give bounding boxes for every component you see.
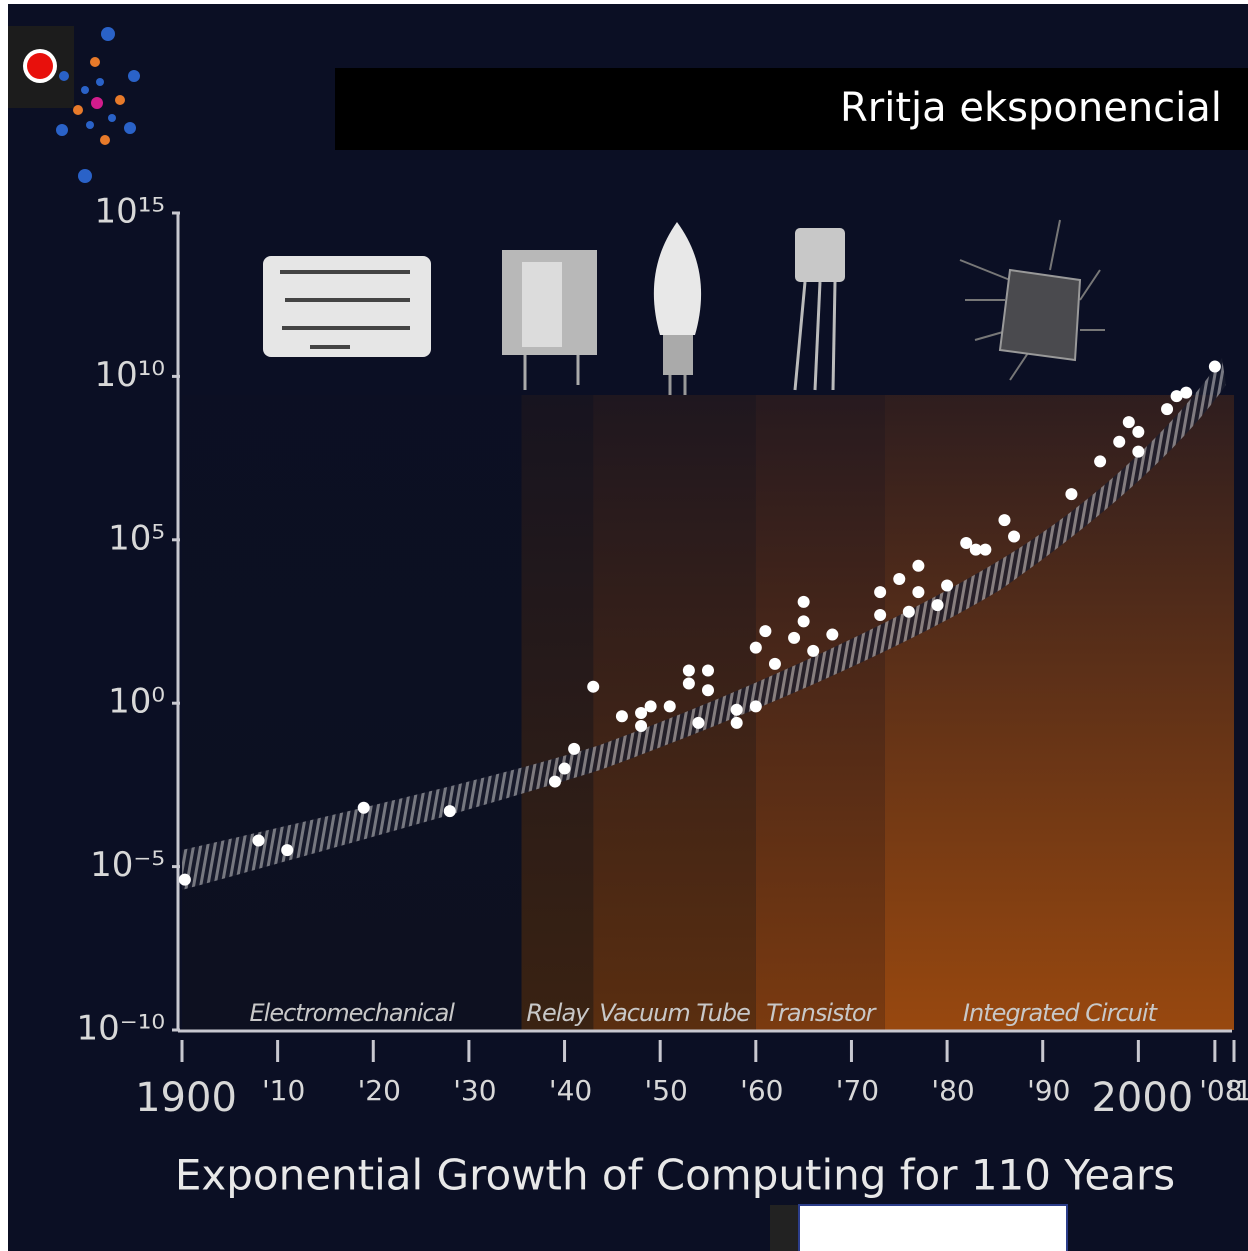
era-band: [182, 395, 522, 1030]
data-point: [1132, 425, 1145, 438]
data-point: [1132, 445, 1145, 458]
y-tick-label: 10¹⁰: [94, 355, 165, 395]
punch-card-icon: [263, 256, 431, 357]
y-tick-label: 10⁵: [108, 518, 165, 558]
data-point: [682, 664, 695, 677]
trend-band: [182, 358, 1226, 890]
data-point: [960, 536, 973, 549]
data-point: [1122, 416, 1135, 429]
data-point: [797, 595, 810, 608]
x-tick-label: '80: [931, 1074, 974, 1107]
x-tick-label: '40: [549, 1074, 592, 1107]
data-point: [1208, 360, 1221, 373]
data-point: [749, 641, 762, 654]
bottom-box: [798, 1204, 1068, 1251]
data-point: [969, 543, 982, 556]
x-tick-label: '10: [262, 1074, 305, 1107]
era-label: Relay: [526, 999, 590, 1027]
relay-icon: [502, 250, 597, 390]
data-point: [568, 742, 581, 755]
x-tick-label: '90: [1027, 1074, 1070, 1107]
data-point: [702, 664, 714, 677]
vacuum-tube-icon: [653, 222, 702, 395]
data-point: [797, 615, 810, 628]
chart-title: Exponential Growth of Computing for 110 …: [175, 1151, 1175, 1200]
data-point: [902, 605, 915, 618]
data-point: [893, 573, 906, 586]
x-tick-label: '30: [453, 1074, 496, 1107]
transistor-icon: [793, 228, 845, 391]
y-tick-label: 10¹⁵: [94, 192, 165, 232]
data-point: [1161, 403, 1174, 416]
logo-burst: [56, 27, 140, 183]
data-point: [615, 710, 628, 723]
data-point: [558, 762, 571, 775]
data-point: [548, 775, 561, 788]
x-tick-label: '60: [740, 1074, 783, 1107]
x-tick-label: '08: [1199, 1074, 1242, 1107]
data-point: [874, 586, 887, 599]
y-tick-label: 10⁻¹⁰: [77, 1009, 165, 1049]
record-dot: [27, 53, 53, 79]
era-label: Integrated Circuit: [963, 999, 1159, 1027]
data-point: [730, 716, 743, 729]
data-point: [1065, 488, 1078, 501]
x-tick-label: '20: [358, 1074, 401, 1107]
data-point: [941, 579, 954, 592]
data-point: [682, 677, 695, 690]
data-point: [357, 801, 370, 814]
data-point: [635, 707, 648, 720]
data-point: [931, 599, 944, 612]
data-point: [587, 680, 600, 693]
data-point: [1113, 435, 1126, 448]
plot: 10¹⁵ 10¹⁰ 10⁵ 10⁰ 10⁻⁵ 10⁻¹⁰ 1900 '10 '20 '30 '40 '…: [77, 192, 1248, 1122]
y-tick-label: 10⁻⁵: [90, 845, 165, 885]
data-point: [730, 703, 743, 716]
era-label: Transistor: [766, 999, 877, 1027]
header-title: Rritja eksponencial: [840, 85, 1222, 131]
data-point: [788, 631, 801, 644]
era-band: [521, 395, 594, 1030]
data-point: [768, 657, 781, 670]
y-tick-label: 10⁰: [108, 682, 165, 722]
data-point: [635, 720, 648, 733]
data-point: [1170, 390, 1183, 403]
bottom-block: [770, 1205, 798, 1251]
era-label: Electromechanical: [250, 999, 456, 1027]
data-point: [807, 644, 820, 657]
data-point: [1180, 386, 1193, 399]
data-point: [281, 844, 294, 857]
data-point: [178, 873, 191, 886]
era-label: Vacuum Tube: [599, 999, 750, 1027]
x-tick-label: '1: [1227, 1074, 1248, 1107]
data-point: [749, 700, 762, 713]
data-point: [979, 543, 992, 556]
data-point: [1008, 530, 1021, 543]
data-point: [644, 700, 657, 713]
data-point: [912, 586, 925, 599]
era-band: [755, 395, 885, 1030]
data-point: [998, 514, 1011, 527]
data-point: [912, 559, 925, 572]
data-point: [702, 684, 714, 697]
x-tick-label: 2000: [1091, 1075, 1193, 1121]
data-point: [759, 625, 772, 638]
data-point: [252, 834, 265, 847]
data-point: [663, 700, 676, 713]
era-band: [884, 395, 1234, 1030]
data-point: [443, 805, 456, 818]
header-bar: [335, 68, 1248, 150]
data-point: [1094, 455, 1107, 468]
x-tick-label: '70: [836, 1074, 879, 1107]
chip-icon: [959, 219, 1105, 381]
data-point: [692, 716, 705, 729]
data-point: [826, 628, 839, 641]
x-tick-label: 1900: [135, 1075, 237, 1121]
x-tick-label: '50: [645, 1074, 688, 1107]
data-point: [874, 608, 887, 621]
